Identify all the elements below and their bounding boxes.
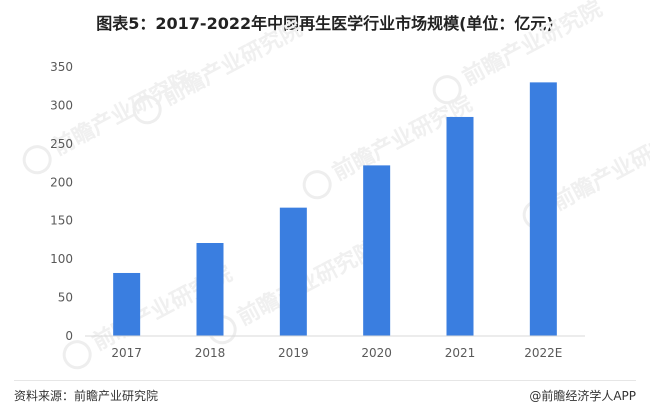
bar-2018: [196, 243, 224, 336]
x-tick-label: 2017: [111, 346, 142, 360]
brand-credit: @前瞻经济学人APP: [529, 389, 636, 403]
x-tick-label: 2021: [445, 346, 476, 360]
svg-text:前瞻产业研究院: 前瞻产业研究院: [548, 121, 650, 216]
watermark: 前瞻产业研究院: [132, 16, 306, 125]
chart-title: 图表5：2017-2022年中国再生医学行业市场规模(单位：亿元): [96, 14, 554, 33]
bar-chart: 前瞻产业研究院前瞻产业研究院前瞻产业研究院前瞻产业研究院前瞻产业研究院前瞻产业研…: [22, 0, 650, 370]
y-axis: 0 50 100 150 200 250 300 350: [50, 60, 73, 343]
y-tick-label: 50: [58, 291, 73, 305]
bar-2022E: [529, 82, 557, 336]
svg-text:前瞻产业研究院: 前瞻产业研究院: [458, 0, 606, 91]
x-tick-label: 2018: [195, 346, 226, 360]
y-tick-label: 100: [50, 252, 73, 266]
y-tick-label: 350: [50, 60, 73, 74]
x-tick-label: 2020: [361, 346, 392, 360]
bar-2017: [113, 272, 141, 336]
bar-2019: [279, 207, 307, 336]
y-tick-label: 200: [50, 175, 73, 189]
y-tick-label: 300: [50, 98, 73, 112]
footer-divider: [14, 380, 636, 381]
svg-text:前瞻产业研究院: 前瞻产业研究院: [233, 236, 381, 331]
y-tick-label: 0: [65, 329, 73, 343]
svg-text:前瞻产业研究院: 前瞻产业研究院: [158, 16, 306, 111]
x-tick-label: 2022E: [524, 346, 562, 360]
x-axis: 2017 2018 2019 2020 2021 2022E: [85, 335, 585, 360]
bar-2020: [363, 165, 391, 336]
bar-2021: [446, 116, 474, 336]
source-note: 资料来源：前瞻产业研究院: [14, 389, 159, 403]
bars: [113, 82, 557, 336]
y-tick-label: 150: [50, 214, 73, 228]
y-tick-label: 250: [50, 137, 73, 151]
watermark: 前瞻产业研究院: [432, 0, 606, 105]
x-tick-label: 2019: [278, 346, 309, 360]
